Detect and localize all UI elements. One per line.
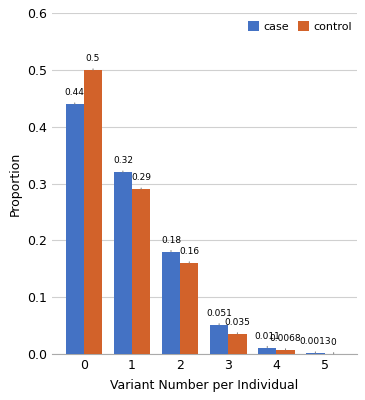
Text: 0.32: 0.32 bbox=[113, 156, 133, 172]
Bar bbox=[228, 334, 247, 354]
Text: 0.16: 0.16 bbox=[179, 247, 199, 263]
Text: 0.29: 0.29 bbox=[131, 174, 151, 189]
Bar bbox=[258, 348, 276, 354]
Bar bbox=[132, 189, 150, 354]
Text: 0.011: 0.011 bbox=[254, 332, 280, 348]
Bar bbox=[66, 104, 84, 354]
Bar bbox=[114, 172, 132, 354]
Bar bbox=[180, 263, 199, 354]
Bar bbox=[162, 252, 180, 354]
Y-axis label: Proportion: Proportion bbox=[8, 152, 21, 216]
Text: 0.44: 0.44 bbox=[65, 88, 85, 104]
Bar bbox=[84, 70, 102, 354]
Text: 0.035: 0.035 bbox=[224, 318, 250, 334]
Text: 0.5: 0.5 bbox=[86, 54, 100, 70]
Legend: case, control: case, control bbox=[246, 19, 354, 34]
X-axis label: Variant Number per Individual: Variant Number per Individual bbox=[110, 379, 298, 392]
Text: 0.0013: 0.0013 bbox=[300, 337, 331, 353]
Bar bbox=[276, 350, 295, 354]
Text: 0.051: 0.051 bbox=[206, 309, 232, 325]
Text: 0: 0 bbox=[331, 338, 337, 354]
Bar bbox=[210, 325, 228, 354]
Text: 0.0068: 0.0068 bbox=[270, 334, 301, 350]
Bar bbox=[306, 353, 324, 354]
Text: 0.18: 0.18 bbox=[161, 236, 181, 252]
